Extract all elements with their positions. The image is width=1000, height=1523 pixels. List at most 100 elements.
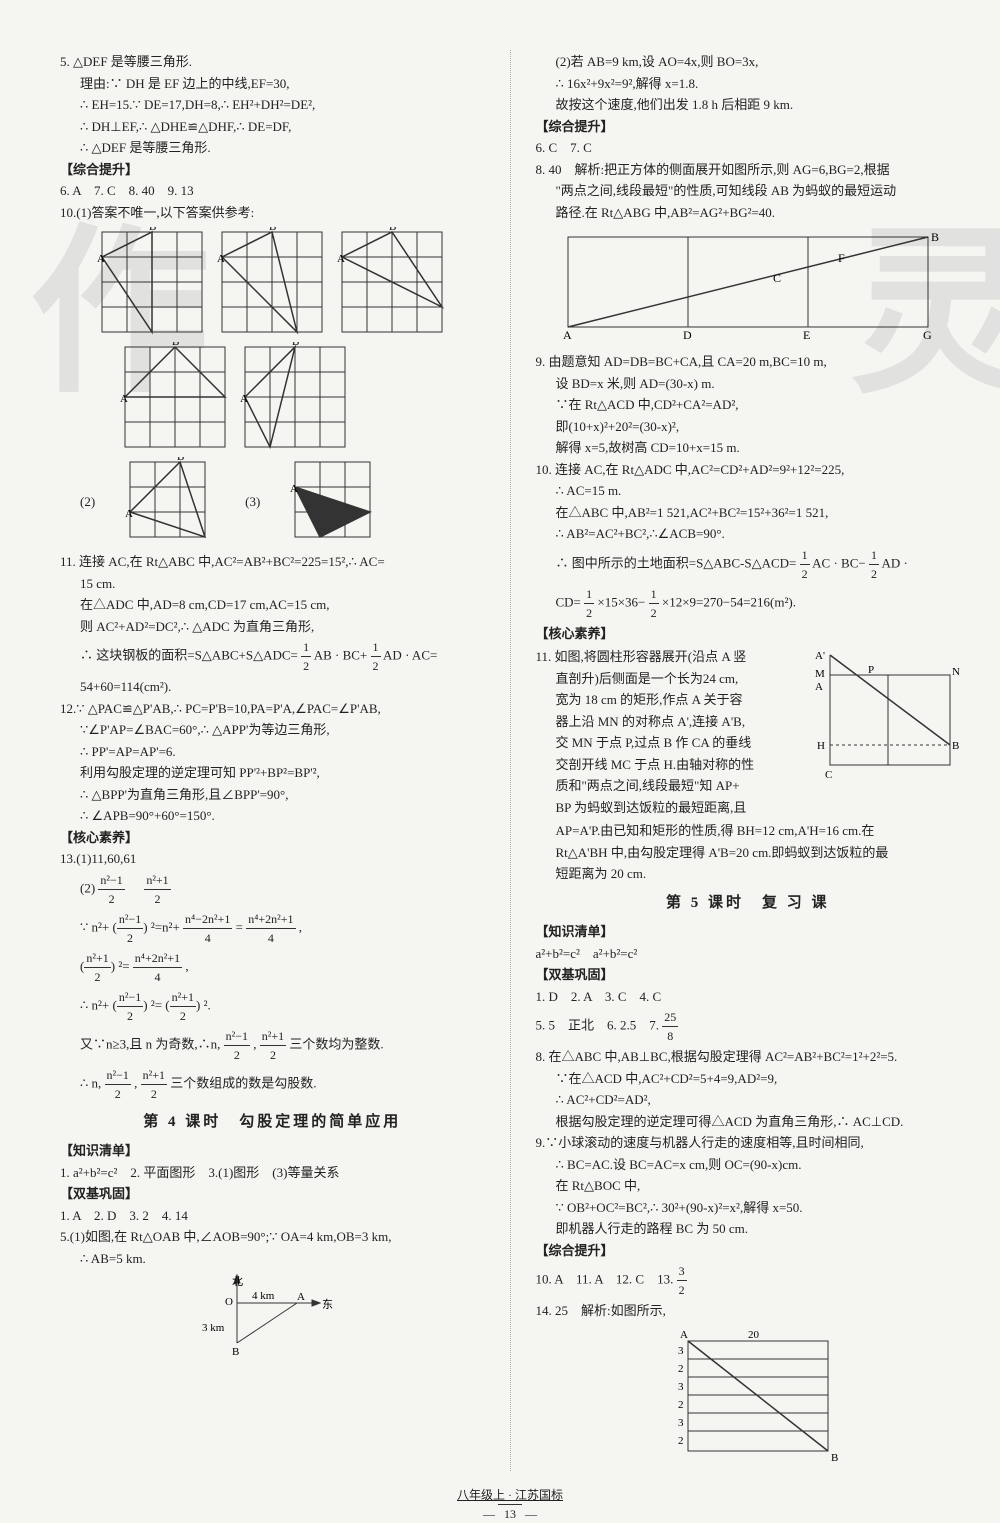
svg-text:C: C bbox=[773, 271, 781, 285]
grid-row-1: A B A B A B bbox=[60, 227, 485, 337]
svg-text:A: A bbox=[680, 1329, 688, 1341]
svg-text:2: 2 bbox=[678, 1363, 684, 1375]
svg-text:C: C bbox=[825, 769, 832, 781]
q11-line: AP=A'P.由已知和矩形的性质,得 BH=12 cm,A'H=16 cm.在 bbox=[536, 821, 961, 841]
q14-line: 14. 25 解析:如图所示, bbox=[536, 1301, 961, 1321]
grid-figure: A B bbox=[240, 342, 350, 452]
svg-text:E: E bbox=[803, 328, 810, 342]
svg-text:G: G bbox=[923, 328, 932, 342]
svg-text:A: A bbox=[97, 253, 105, 265]
q9b-line: ∴ BC=AC.设 BC=AC=x cm,则 OC=(90-x)cm. bbox=[536, 1155, 961, 1175]
q5c-line: 故按这个速度,他们出发 1.8 h 后相距 9 km. bbox=[536, 95, 961, 115]
q67: 6. C 7. C bbox=[536, 138, 961, 158]
q11-line: BP 为蚂蚁到达饭粒的最短距离,且 bbox=[536, 798, 803, 818]
q8-line: "两点之间,线段最短"的性质,可知线段 AB 为蚂蚁的最短运动 bbox=[536, 181, 961, 201]
q11-line: 交剖开线 MC 于点 H.由轴对称的性 bbox=[536, 755, 803, 775]
q10-line: 10.(1)答案不唯一,以下答案供参考: bbox=[60, 203, 485, 223]
label-3: (3) bbox=[245, 492, 260, 512]
q5b-line: ∴ AB=5 km. bbox=[60, 1249, 485, 1269]
q11-line: 直剖升)后侧面是一个长为24 cm, bbox=[536, 669, 803, 689]
q5-line: ∴ EH=15.∵ DE=17,DH=8,∴ EH²+DH²=DE², bbox=[60, 95, 485, 115]
q5-line: 5. △DEF 是等腰三角形. bbox=[60, 52, 485, 72]
q13-line: ∴ n²+ (n²−12) ²= (n²+12) ². bbox=[60, 988, 485, 1025]
svg-text:3: 3 bbox=[678, 1381, 684, 1393]
section-zsqd: 【知识清单】 bbox=[536, 922, 961, 942]
section-zhts: 【综合提升】 bbox=[536, 1241, 961, 1261]
svg-text:N: N bbox=[952, 666, 960, 678]
q9-line: 设 BD=x 米,则 AD=(30-x) m. bbox=[536, 374, 961, 394]
q5c-line: (2)若 AB=9 km,设 AO=4x,则 BO=3x, bbox=[536, 52, 961, 72]
svg-text:3: 3 bbox=[678, 1417, 684, 1429]
svg-text:2: 2 bbox=[678, 1435, 684, 1447]
q13-line: ∵ n²+ (n²−12) ²=n²+ n⁴−2n²+14 = n⁴+2n²+1… bbox=[60, 910, 485, 947]
svg-text:B: B bbox=[177, 457, 184, 463]
svg-text:2: 2 bbox=[678, 1399, 684, 1411]
svg-text:3 km: 3 km bbox=[202, 1322, 225, 1334]
svg-text:3: 3 bbox=[678, 1345, 684, 1357]
svg-text:A: A bbox=[290, 483, 298, 495]
q11-line: 交 MN 于点 P,过点 B 作 CA 的垂线 bbox=[536, 733, 803, 753]
q5-line: ∴ DH⊥EF,∴ △DHE≌△DHF,∴ DE=DF, bbox=[60, 117, 485, 137]
grid-figure: A B bbox=[125, 457, 215, 547]
zhts2-items: 10. A 11. A 12. C 13. 32 bbox=[536, 1262, 961, 1299]
svg-text:北: 北 bbox=[232, 1275, 243, 1288]
page-content: 5. △DEF 是等腰三角形. 理由:∵ DH 是 EF 边上的中线,EF=30… bbox=[60, 50, 960, 1471]
q9-line: 即(10+x)²+20²=(30-x)², bbox=[536, 417, 961, 437]
section-sjgg: 【双基巩固】 bbox=[60, 1184, 485, 1204]
right-column: (2)若 AB=9 km,设 AO=4x,则 BO=3x, ∴ 16x²+9x²… bbox=[536, 50, 961, 1471]
grid-row-2: A B A B bbox=[60, 342, 485, 452]
column-divider bbox=[510, 50, 511, 1471]
grid-figure: A B bbox=[337, 227, 447, 337]
svg-text:A: A bbox=[563, 328, 572, 342]
grid-figure: A bbox=[290, 457, 380, 547]
svg-text:H: H bbox=[817, 740, 825, 752]
svg-text:20: 20 bbox=[748, 1329, 760, 1341]
svg-text:A': A' bbox=[815, 650, 825, 662]
q11-line: 短距离为 20 cm. bbox=[536, 864, 961, 884]
grid-figure: A B bbox=[97, 227, 207, 337]
q9b-line: 即机器人行走的路程 BC 为 50 cm. bbox=[536, 1219, 961, 1239]
q8-line: 路径.在 Rt△ABG 中,AB²=AG²+BG²=40. bbox=[536, 203, 961, 223]
q10-line: 10. 连接 AC,在 Rt△ADC 中,AC²=CD²+AD²=9²+12²=… bbox=[536, 460, 961, 480]
q10-line: ∴ AB²=AC²+BC²,∴∠ACB=90°. bbox=[536, 524, 961, 544]
sjgg-items: 1. D 2. A 3. C 4. C bbox=[536, 987, 961, 1007]
svg-text:A: A bbox=[240, 393, 248, 405]
q11-line: ∴ 这块钢板的面积=S△ABC+S△ADC= 12 AB · BC+ 12 AD… bbox=[60, 638, 485, 675]
q9b-line: ∵ OB²+OC²=BC²,∴ 30²+(90-x)²=x²,解得 x=50. bbox=[536, 1198, 961, 1218]
section-zsqd: 【知识清单】 bbox=[60, 1141, 485, 1161]
svg-text:D: D bbox=[683, 328, 692, 342]
q10-line: 在△ABC 中,AB²=1 521,AC²+BC²=15²+36²=1 521, bbox=[536, 503, 961, 523]
svg-text:A: A bbox=[297, 1291, 305, 1303]
section-sjgg: 【双基巩固】 bbox=[536, 965, 961, 985]
grid-figure: A B bbox=[217, 227, 327, 337]
section-hxsy: 【核心素养】 bbox=[536, 624, 961, 644]
q13-line: 又∵n≥3,且 n 为奇数,∴n, n²−12 , n²+12 三个数均为整数. bbox=[60, 1027, 485, 1064]
q11-line: 11. 如图,将圆柱形容器展开(沿点 A 竖 bbox=[536, 647, 803, 667]
grid-figure: A B bbox=[120, 342, 230, 452]
section-hxsy: 【核心素养】 bbox=[60, 828, 485, 848]
q8b-line: ∴ AC²+CD²=AD², bbox=[536, 1090, 961, 1110]
footer-label: 八年级上 · 江苏国标 bbox=[60, 1486, 960, 1504]
q12-line: 利用勾股定理的逆定理可知 PP'²+BP²=BP'², bbox=[60, 763, 485, 783]
q10-line: ∴ 图中所示的土地面积=S△ABC-S△ACD= 12 AC · BC− 12 … bbox=[536, 546, 961, 583]
q8-line: 8. 40 解析:把正方体的侧面展开如图所示,则 AG=6,BG=2,根据 bbox=[536, 160, 961, 180]
svg-text:A: A bbox=[815, 681, 823, 693]
q9b-line: 在 Rt△BOC 中, bbox=[536, 1176, 961, 1196]
svg-text:A: A bbox=[120, 393, 128, 405]
svg-text:B: B bbox=[269, 227, 276, 233]
lesson4-title: 第 4 课时 勾股定理的简单应用 bbox=[60, 1111, 485, 1134]
q6-9: 6. A 7. C 8. 40 9. 13 bbox=[60, 181, 485, 201]
q11-line: 11. 连接 AC,在 Rt△ABC 中,AC²=AB²+BC²=225=15²… bbox=[60, 552, 485, 572]
q12-line: ∴ ∠APB=90°+60°=150°. bbox=[60, 806, 485, 826]
q12-line: ∴ PP'=AP=AP'=6. bbox=[60, 742, 485, 762]
svg-text:B: B bbox=[931, 230, 939, 244]
svg-text:B: B bbox=[831, 1452, 838, 1464]
q13-line: ∴ n, n²−12 , n²+12 三个数组成的数是勾股数. bbox=[60, 1066, 485, 1103]
q9b-line: 9.∵小球滚动的速度与机器人行走的速度相等,且时间相同, bbox=[536, 1133, 961, 1153]
q11-line: 15 cm. bbox=[60, 574, 485, 594]
q12-line: 12.∵ △PAC≌△P'AB,∴ PC=P'B=10,PA=P'A,∠PAC=… bbox=[60, 699, 485, 719]
section-zhts: 【综合提升】 bbox=[536, 117, 961, 137]
diagram-5: 北 东 O A B 4 km 3 km bbox=[60, 1273, 485, 1363]
page-number: 13 bbox=[498, 1504, 522, 1523]
q12-line: ∴ △BPP'为直角三角形,且∠BPP'=90°, bbox=[60, 785, 485, 805]
